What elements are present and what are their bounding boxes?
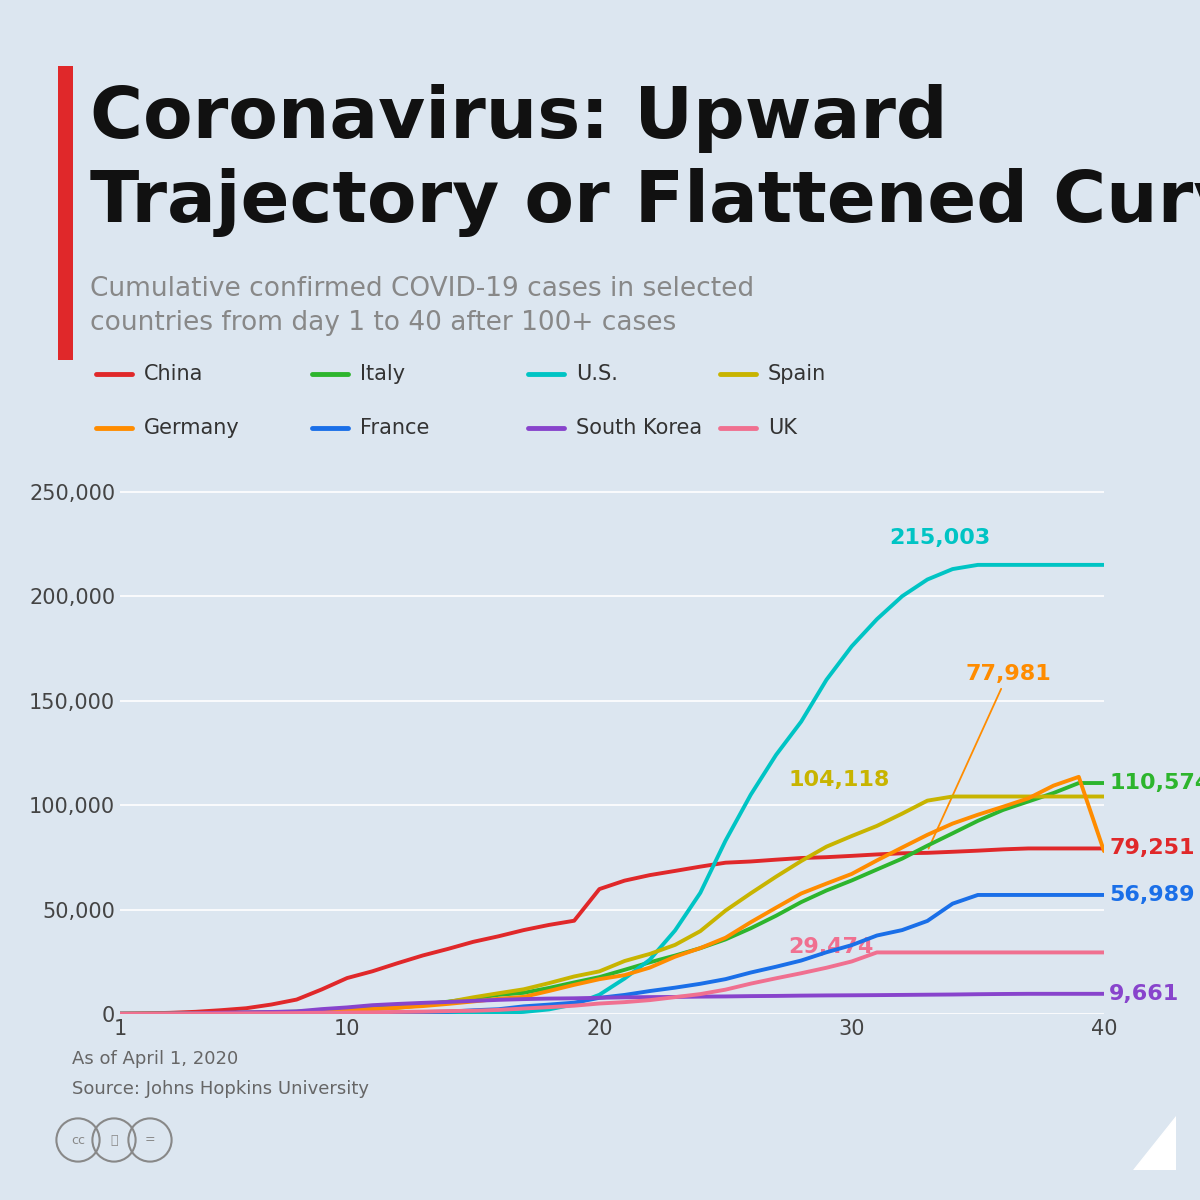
- Text: Spain: Spain: [768, 364, 827, 384]
- Text: Coronavirus: Upward: Coronavirus: Upward: [90, 84, 948, 152]
- Text: Source: Johns Hopkins University: Source: Johns Hopkins University: [72, 1080, 370, 1098]
- Text: cc: cc: [71, 1134, 85, 1146]
- Text: 29,474: 29,474: [788, 937, 874, 958]
- Text: UK: UK: [768, 418, 797, 438]
- Text: France: France: [360, 418, 430, 438]
- Text: 79,251: 79,251: [1109, 839, 1194, 858]
- Text: 110,574: 110,574: [1109, 773, 1200, 793]
- Text: 9,661: 9,661: [1109, 984, 1180, 1004]
- Polygon shape: [1133, 1116, 1176, 1170]
- Text: South Korea: South Korea: [576, 418, 702, 438]
- Text: 104,118: 104,118: [788, 770, 890, 790]
- Text: 56,989: 56,989: [1109, 884, 1194, 905]
- Text: Germany: Germany: [144, 418, 240, 438]
- Text: Cumulative confirmed COVID-19 cases in selected
countries from day 1 to 40 after: Cumulative confirmed COVID-19 cases in s…: [90, 276, 754, 336]
- Text: China: China: [144, 364, 203, 384]
- Text: 77,981: 77,981: [929, 664, 1051, 848]
- Text: ⓘ: ⓘ: [110, 1134, 118, 1146]
- Text: Italy: Italy: [360, 364, 406, 384]
- Text: As of April 1, 2020: As of April 1, 2020: [72, 1050, 239, 1068]
- Text: U.S.: U.S.: [576, 364, 618, 384]
- Text: =: =: [145, 1134, 155, 1146]
- Text: 215,003: 215,003: [889, 528, 991, 547]
- Text: Trajectory or Flattened Curve?: Trajectory or Flattened Curve?: [90, 168, 1200, 236]
